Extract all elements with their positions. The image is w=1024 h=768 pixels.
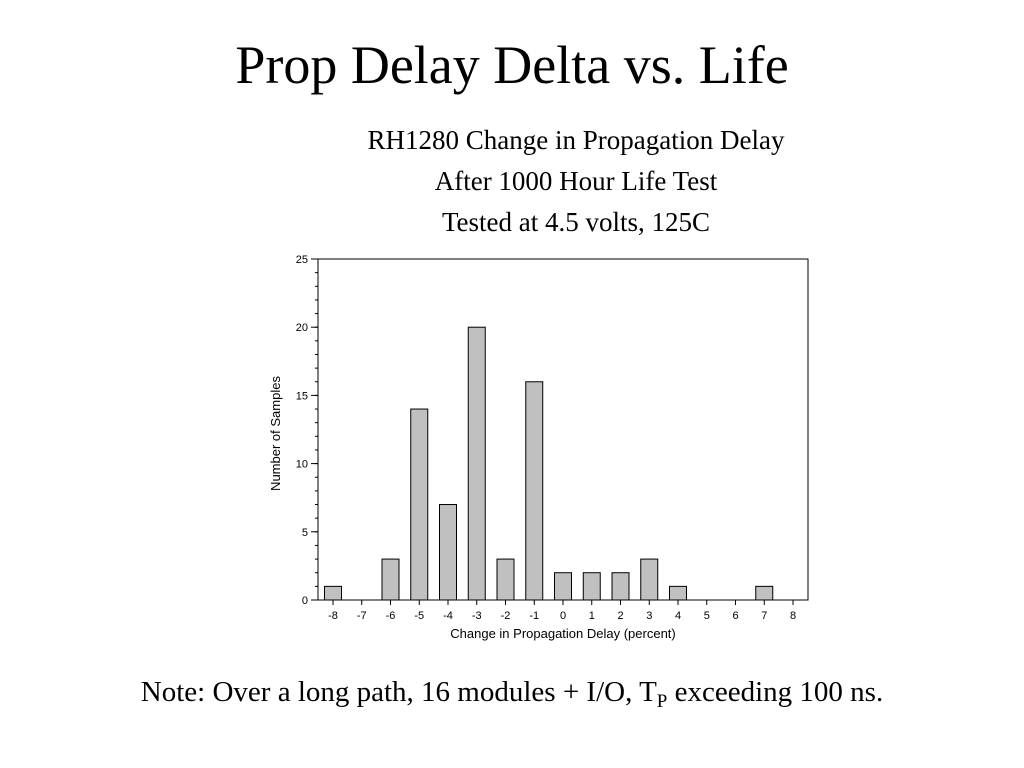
x-tick-label: -3 [472, 610, 482, 622]
x-tick-label: -6 [386, 610, 396, 622]
footnote-subscript: P [656, 691, 668, 712]
bar-1 [582, 572, 601, 601]
y-tick-label: 10 [296, 459, 308, 471]
bar-0 [554, 572, 572, 601]
y-axis-label: Number of Samples [268, 376, 283, 491]
bar--8 [324, 585, 342, 601]
y-tick-label: 0 [302, 595, 308, 607]
x-tick-label: 8 [790, 610, 796, 622]
x-tick-label: 1 [589, 610, 595, 622]
bar-3 [640, 558, 659, 601]
footnote-suffix: exceeding 100 ns. [667, 676, 884, 708]
bars-layer [324, 326, 774, 601]
plot-frame [317, 258, 809, 601]
x-tick-label: -2 [501, 610, 511, 622]
x-tick-label: 2 [617, 610, 623, 622]
x-tick-label: -8 [328, 610, 338, 622]
chart-title-line-3: Tested at 4.5 volts, 125C [441, 207, 711, 237]
x-tick-label: -1 [529, 610, 539, 622]
x-tick-label: 0 [560, 610, 566, 622]
chart-title: RH1280 Change in Propagation Delay After… [316, 120, 836, 243]
x-tick-label: -7 [357, 610, 367, 622]
bar-7 [755, 585, 774, 601]
slide-title: Prop Delay Delta vs. Life [235, 35, 789, 95]
x-tick-label: 5 [704, 610, 710, 622]
x-tick-label: -4 [443, 610, 453, 622]
x-tick-label: 6 [732, 610, 738, 622]
x-tick-label: 3 [646, 610, 652, 622]
y-tick-label: 20 [296, 322, 308, 334]
bar--2 [496, 558, 515, 601]
footnote-prefix: Note: Over a long path, 16 modules + I/O… [140, 676, 657, 708]
bar--1 [525, 381, 544, 601]
footnote: Note: Over a long path, 16 modules + I/O… [0, 672, 1024, 722]
y-tick-label: 15 [296, 390, 308, 402]
x-axis-label: Change in Propagation Delay (percent) [450, 626, 675, 641]
y-tick-label: 5 [302, 527, 308, 539]
y-tick-label: 25 [296, 254, 308, 266]
bar--4 [439, 504, 457, 601]
chart-title-line-2: After 1000 Hour Life Test [434, 166, 718, 196]
bar--6 [381, 558, 400, 601]
histogram-chart: 0 5 10 15 20 25 -8 -7 -6 -5 -4 -3 -2 -1 0 1 2 3 4 5 6 7 8 Numb… [268, 254, 809, 641]
axis-layer: 0 5 10 15 20 25 -8 -7 -6 -5 -4 -3 -2 -1 0 1 2 3 4 5 6 7 8 [296, 254, 809, 622]
bar-2 [611, 572, 630, 601]
bar--3 [467, 326, 486, 601]
x-tick-label: 4 [675, 610, 681, 622]
x-tick-label: -5 [414, 610, 424, 622]
bar-4 [669, 585, 687, 601]
bar--5 [410, 408, 429, 601]
x-tick-label: 7 [761, 610, 767, 622]
chart-title-line-1: RH1280 Change in Propagation Delay [367, 125, 785, 155]
